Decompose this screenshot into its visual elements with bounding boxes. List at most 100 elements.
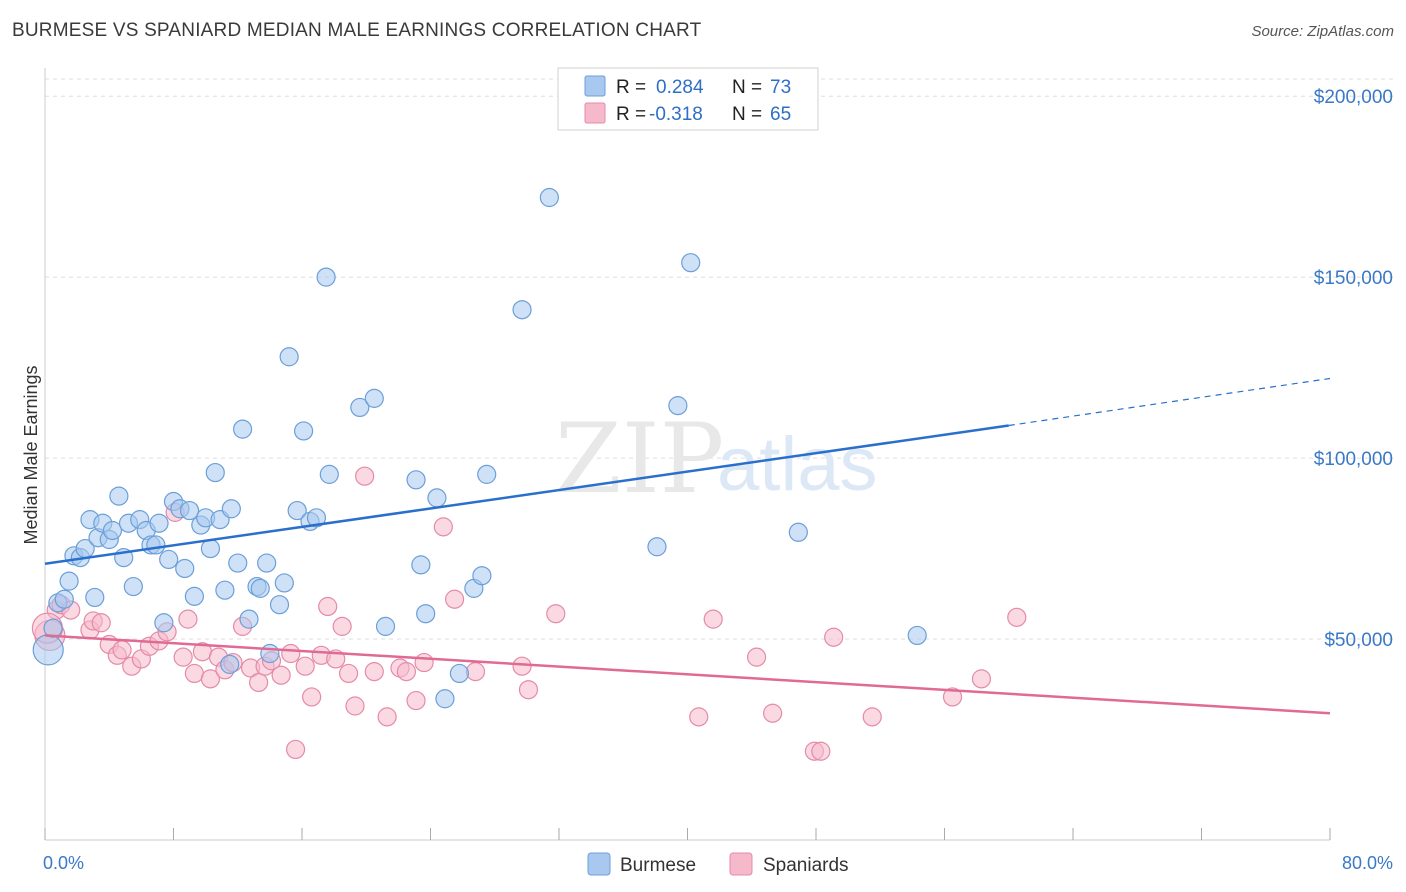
burmese-point <box>411 555 431 575</box>
y-axis-label: Median Male Earnings <box>21 365 41 544</box>
burmese-point <box>32 634 64 666</box>
legend: R = 0.284 N = 73 R = -0.318 N = 65 <box>557 67 819 131</box>
spaniard-point <box>824 627 844 647</box>
y-tick-label: $50,000 <box>1324 630 1393 651</box>
spaniard-point <box>1007 607 1027 627</box>
legend-n-label-spaniards: N = <box>732 104 762 125</box>
burmese-point <box>668 396 688 416</box>
watermark-zip: ZIP <box>555 403 724 515</box>
burmese-point <box>85 587 105 608</box>
burmese-point <box>364 388 384 408</box>
burmese-point <box>269 595 290 615</box>
spaniard-point <box>512 656 532 676</box>
burmese-point <box>294 421 314 441</box>
spaniard-point <box>763 703 783 723</box>
burmese-point <box>149 513 169 533</box>
burmese-point <box>228 553 248 573</box>
spaniard-point <box>406 690 426 711</box>
burmese-point <box>512 300 532 320</box>
burmese-trend-extension <box>1008 377 1331 427</box>
burmese-point <box>319 464 339 484</box>
spaniard-point <box>302 687 322 707</box>
spaniard-point <box>396 662 417 682</box>
y-tick-label: $200,000 <box>1314 87 1393 108</box>
legend-n-label-burmese: N = <box>732 77 762 98</box>
burmese-point <box>123 576 143 597</box>
spaniard-point <box>518 680 539 700</box>
spaniard-point <box>377 707 397 727</box>
bottom-legend-label-spaniards: Spaniards <box>763 855 849 876</box>
chart-title: BURMESE VS SPANIARD MEDIAN MALE EARNINGS… <box>12 20 702 41</box>
spaniard-point <box>112 640 132 660</box>
y-tick-labels: $50,000 $100,000 $150,000 $200,000 <box>1314 87 1393 651</box>
burmese-point <box>250 578 270 598</box>
spaniard-point <box>184 663 204 684</box>
spaniard-point <box>295 656 315 676</box>
legend-n-value-spaniards: 65 <box>770 104 791 125</box>
burmese-point <box>647 537 667 557</box>
bottom-legend-swatch-spaniards <box>729 852 753 876</box>
burmese-point <box>449 663 470 684</box>
spaniard-point <box>332 616 352 636</box>
source-credit: Source: ZipAtlas.com <box>1251 23 1394 40</box>
burmese-point <box>257 553 277 573</box>
spaniard-point <box>811 741 831 761</box>
spaniard-point <box>271 665 291 685</box>
burmese-point <box>59 571 79 591</box>
spaniard-point <box>364 662 384 682</box>
spaniard-point <box>318 596 338 617</box>
bottom-legend-swatch-burmese <box>587 852 611 876</box>
burmese-point <box>907 625 927 646</box>
burmese-point <box>159 549 179 570</box>
burmese-point <box>472 566 492 586</box>
watermark: ZIP atlas <box>555 403 878 515</box>
burmese-trend-line <box>44 424 1009 566</box>
burmese-point <box>43 618 63 638</box>
burmese-point <box>681 253 701 273</box>
legend-swatch-spaniards <box>584 102 606 124</box>
burmese-point <box>109 486 129 506</box>
burmese-point <box>416 604 436 624</box>
burmese-point <box>175 558 195 579</box>
burmese-point <box>184 586 204 606</box>
burmese-point <box>306 508 327 528</box>
legend-r-value-burmese: 0.284 <box>656 77 704 98</box>
x-tick-label: 80.0% <box>1342 853 1393 873</box>
bottom-legend-label-burmese: Burmese <box>620 855 696 876</box>
burmese-point <box>221 499 241 519</box>
spaniard-point <box>200 669 221 689</box>
legend-r-label-burmese: R = <box>616 77 646 98</box>
burmese-point <box>54 589 74 609</box>
spaniard-point <box>546 604 566 624</box>
burmese-point <box>260 643 280 664</box>
x-tick-labels: 0.0% 80.0% <box>43 853 1393 873</box>
legend-n-value-burmese: 73 <box>770 77 791 98</box>
bottom-legend: Burmese Spaniards <box>587 852 849 876</box>
burmese-point <box>350 397 370 418</box>
burmese-point <box>788 522 808 542</box>
y-tick-label: $150,000 <box>1314 268 1393 289</box>
spaniard-point <box>91 613 111 633</box>
spaniard-point <box>178 609 198 629</box>
burmese-point <box>146 535 166 555</box>
burmese-point <box>200 538 221 559</box>
burmese-point <box>154 613 174 633</box>
burmese-point <box>279 347 299 367</box>
legend-swatch-burmese <box>584 75 606 97</box>
legend-r-label-spaniards: R = <box>616 104 646 125</box>
spaniard-point <box>444 589 465 609</box>
spaniard-point <box>465 662 486 682</box>
spaniard-point <box>942 687 963 707</box>
spaniard-trend-line <box>44 634 1331 715</box>
burmese-point <box>539 187 559 208</box>
spaniard-point <box>862 707 882 727</box>
spaniard-point <box>281 643 301 664</box>
spaniard-point <box>249 672 269 693</box>
burmese-point <box>232 419 253 439</box>
burmese-point <box>375 616 396 636</box>
spaniard-point <box>173 647 193 667</box>
burmese-point <box>316 267 336 287</box>
burmese-point <box>427 488 447 508</box>
burmese-point <box>215 580 235 600</box>
